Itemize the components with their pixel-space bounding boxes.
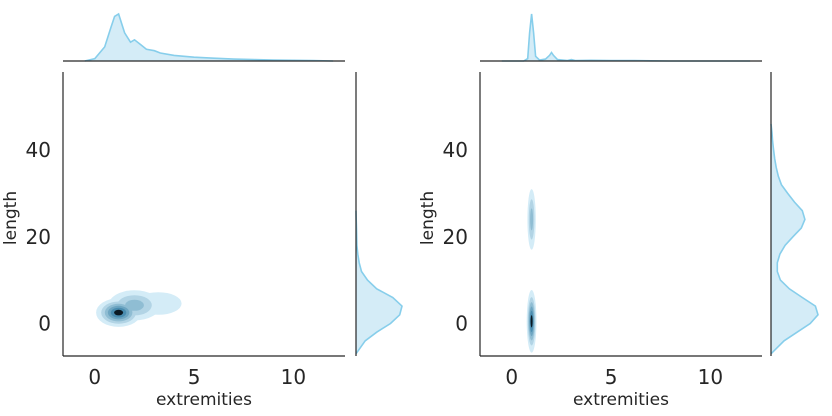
kde-contour-level: [125, 299, 144, 311]
kde-contour-level: [530, 315, 533, 328]
y-tick-label: 40: [443, 138, 468, 162]
kde-contour-level: [530, 208, 534, 231]
x-marginal-fill: [84, 14, 334, 61]
y-tick-label: 20: [26, 225, 51, 249]
x-axis-label: extremities: [573, 390, 669, 410]
joint-kde-contours: [96, 290, 182, 327]
x-marginal-plot: [63, 12, 345, 62]
y-tick-label: 0: [38, 311, 51, 335]
x-tick-label: 0: [88, 365, 101, 389]
y-tick-label: 0: [455, 311, 468, 335]
x-marginal-line: [84, 12, 334, 62]
y-marginal-line: [355, 210, 403, 355]
joint-plot-left: 0 5 10 0 20 40 extremities length: [1, 12, 403, 410]
x-tick-label: 5: [188, 365, 201, 389]
x-tick-label: 5: [605, 365, 618, 389]
joint-kde-contours: [526, 189, 537, 353]
x-marginal-plot: [480, 13, 762, 62]
y-marginal-fill: [356, 210, 402, 354]
x-marginal-line: [501, 13, 751, 62]
x-axis-label: extremities: [156, 390, 252, 410]
x-tick-label: 0: [505, 365, 518, 389]
x-marginal-fill: [501, 14, 751, 61]
y-axis-label: length: [1, 191, 21, 245]
y-marginal-plot: [355, 72, 403, 356]
y-tick-label: 20: [443, 225, 468, 249]
y-axis-label: length: [418, 191, 438, 245]
kde-contour-level: [114, 309, 124, 316]
y-marginal-fill: [771, 124, 818, 354]
x-tick-label: 10: [698, 365, 723, 389]
x-tick-label: 10: [281, 365, 306, 389]
y-marginal-line: [770, 123, 819, 355]
y-tick-label: 40: [26, 138, 51, 162]
joint-plot-right: 0 5 10 0 20 40 extremities length: [418, 13, 819, 410]
y-marginal-plot: [770, 72, 819, 356]
